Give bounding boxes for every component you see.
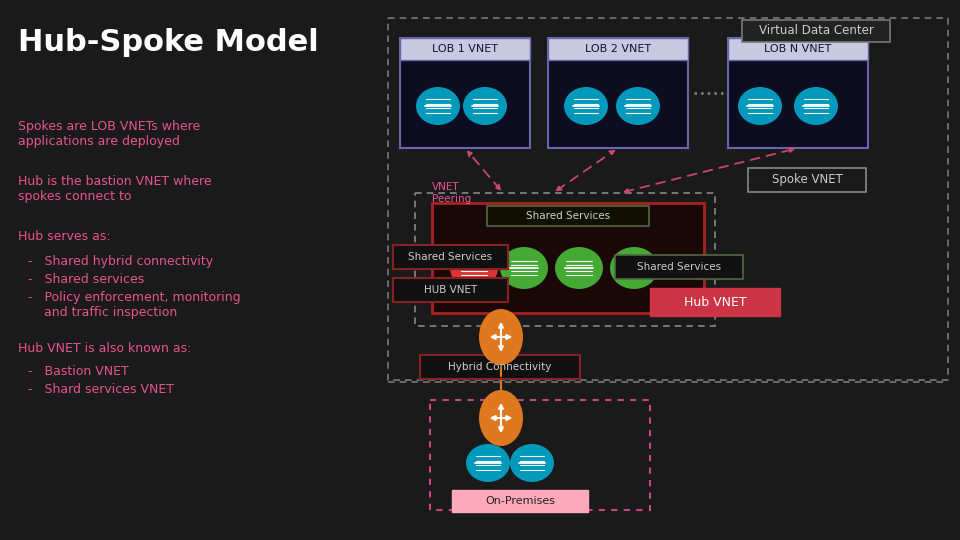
Bar xyxy=(487,206,649,226)
Ellipse shape xyxy=(479,309,523,365)
Bar xyxy=(728,38,868,60)
Bar xyxy=(393,278,508,302)
Text: Hub VNET is also known as:: Hub VNET is also known as: xyxy=(18,342,191,355)
Bar xyxy=(415,193,715,326)
Text: Shared Services: Shared Services xyxy=(408,252,492,262)
Ellipse shape xyxy=(610,247,658,289)
Text: Spoke VNET: Spoke VNET xyxy=(772,173,843,186)
Text: Hybrid Connectivity: Hybrid Connectivity xyxy=(448,362,552,372)
Text: Hub is the bastion VNET where
spokes connect to: Hub is the bastion VNET where spokes con… xyxy=(18,175,211,203)
Text: VNET
Peering: VNET Peering xyxy=(432,182,471,204)
Ellipse shape xyxy=(500,247,548,289)
Ellipse shape xyxy=(416,87,460,125)
Text: Hub serves as:: Hub serves as: xyxy=(18,230,110,243)
Text: -   Bastion VNET: - Bastion VNET xyxy=(28,365,129,378)
Text: Hub-Spoke Model: Hub-Spoke Model xyxy=(18,28,319,57)
Text: On-Premises: On-Premises xyxy=(485,496,555,506)
Bar xyxy=(728,38,868,148)
Text: LOB N VNET: LOB N VNET xyxy=(764,44,831,54)
Ellipse shape xyxy=(616,87,660,125)
Bar xyxy=(615,255,743,279)
Bar xyxy=(393,245,508,269)
Bar xyxy=(548,38,688,148)
Text: Shared Services: Shared Services xyxy=(636,262,721,272)
Text: -   Shared services: - Shared services xyxy=(28,273,144,286)
Bar xyxy=(650,288,780,316)
Text: Hub VNET: Hub VNET xyxy=(684,295,746,308)
Text: Shared Services: Shared Services xyxy=(526,211,610,221)
Bar xyxy=(420,355,580,379)
Bar xyxy=(742,20,890,42)
Ellipse shape xyxy=(466,444,510,482)
Text: Virtual Data Center: Virtual Data Center xyxy=(758,24,874,37)
Ellipse shape xyxy=(463,87,507,125)
Bar xyxy=(548,38,688,60)
Text: HUB VNET: HUB VNET xyxy=(424,285,477,295)
Ellipse shape xyxy=(555,247,603,289)
Text: -   Shared hybrid connectivity: - Shared hybrid connectivity xyxy=(28,255,213,268)
Ellipse shape xyxy=(738,87,782,125)
Bar xyxy=(430,400,650,510)
Bar xyxy=(748,168,866,192)
Bar xyxy=(452,490,588,512)
Bar xyxy=(388,18,948,380)
Text: -   Shard services VNET: - Shard services VNET xyxy=(28,383,174,396)
Ellipse shape xyxy=(564,87,608,125)
Text: LOB 2 VNET: LOB 2 VNET xyxy=(585,44,651,54)
Ellipse shape xyxy=(510,444,554,482)
Bar xyxy=(400,38,530,148)
Ellipse shape xyxy=(794,87,838,125)
Bar xyxy=(432,203,704,313)
Text: -   Policy enforcement, monitoring
    and traffic inspection: - Policy enforcement, monitoring and tra… xyxy=(28,291,241,319)
Bar xyxy=(400,38,530,60)
Text: LOB 1 VNET: LOB 1 VNET xyxy=(432,44,498,54)
Text: Spokes are LOB VNETs where
applications are deployed: Spokes are LOB VNETs where applications … xyxy=(18,120,201,148)
Ellipse shape xyxy=(479,390,523,446)
Ellipse shape xyxy=(450,247,498,289)
